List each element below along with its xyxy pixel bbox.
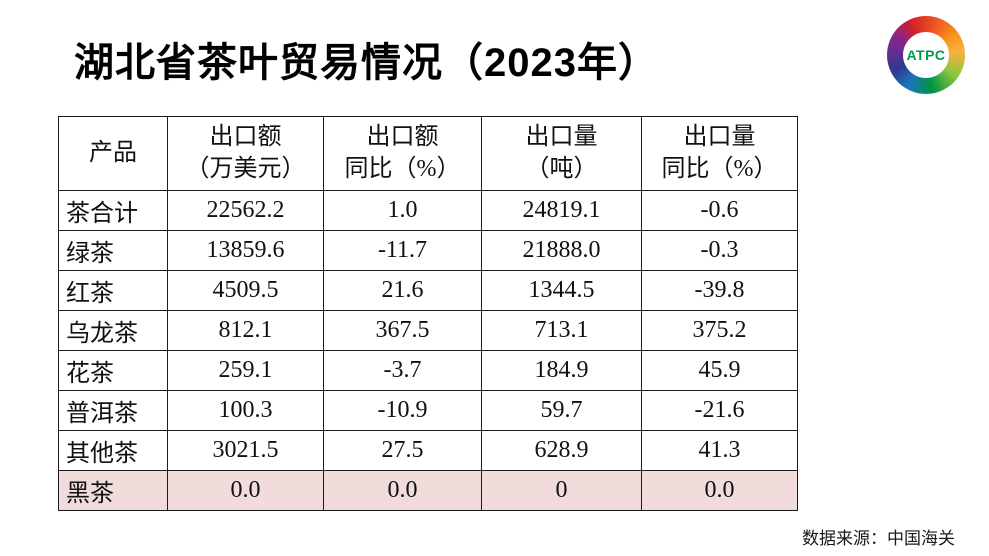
export-value-cell: 22562.2	[167, 190, 324, 231]
table-row: 普洱茶 100.3 -10.9 59.7 -21.6	[58, 390, 798, 431]
header-export-value-line2: （万美元）	[185, 155, 306, 182]
export-volume-yoy-cell: 45.9	[641, 350, 798, 391]
export-value-yoy-cell: 367.5	[323, 310, 482, 351]
table-row: 红茶 4509.5 21.6 1344.5 -39.8	[58, 270, 798, 311]
header-export-volume: 出口量 （吨）	[481, 116, 642, 191]
table-header-row: 产品 出口额 （万美元） 出口额 同比（%） 出口量 （吨） 出口量 同比	[58, 116, 798, 191]
header-product-line1: 产品	[89, 139, 137, 166]
header-export-volume-yoy: 出口量 同比（%）	[641, 116, 798, 191]
header-export-value-yoy: 出口额 同比（%）	[323, 116, 482, 191]
product-cell: 茶合计	[58, 190, 168, 231]
export-volume-yoy-cell: -0.3	[641, 230, 798, 271]
table-row: 绿茶 13859.6 -11.7 21888.0 -0.3	[58, 230, 798, 271]
export-value-cell: 3021.5	[167, 430, 324, 471]
export-value-cell: 100.3	[167, 390, 324, 431]
export-volume-cell: 628.9	[481, 430, 642, 471]
export-volume-cell: 21888.0	[481, 230, 642, 271]
product-cell: 乌龙茶	[58, 310, 168, 351]
header-export-value-line1: 出口额	[209, 124, 282, 151]
table-body: 茶合计 22562.2 1.0 24819.1 -0.6 绿茶 13859.6 -11.7 21…	[58, 190, 798, 511]
page-title: 湖北省茶叶贸易情况（2023年）	[74, 41, 659, 85]
export-value-cell: 4509.5	[167, 270, 324, 311]
export-value-cell: 812.1	[167, 310, 324, 351]
export-value-cell: 259.1	[167, 350, 324, 391]
product-cell: 花茶	[58, 350, 168, 391]
tea-trade-table: 产品 出口额 （万美元） 出口额 同比（%） 出口量 （吨） 出口量 同比	[58, 116, 798, 511]
table-row: 花茶 259.1 -3.7 184.9 45.9	[58, 350, 798, 391]
table-row: 乌龙茶 812.1 367.5 713.1 375.2	[58, 310, 798, 351]
product-cell: 绿茶	[58, 230, 168, 271]
header-export-value: 出口额 （万美元）	[167, 116, 324, 191]
export-volume-yoy-cell: 0.0	[641, 470, 798, 511]
export-volume-cell: 59.7	[481, 390, 642, 431]
header-export-volume-line2: （吨）	[525, 155, 598, 182]
export-volume-cell: 1344.5	[481, 270, 642, 311]
export-volume-yoy-cell: -39.8	[641, 270, 798, 311]
product-cell: 红茶	[58, 270, 168, 311]
atpc-logo-center: ATPC	[903, 32, 949, 78]
atpc-logo-text: ATPC	[906, 47, 946, 63]
export-volume-yoy-cell: -0.6	[641, 190, 798, 231]
table-row: 黑茶 0.0 0.0 0 0.0	[58, 470, 798, 511]
export-volume-cell: 713.1	[481, 310, 642, 351]
export-value-yoy-cell: -3.7	[323, 350, 482, 391]
export-volume-yoy-cell: 41.3	[641, 430, 798, 471]
export-value-yoy-cell: 0.0	[323, 470, 482, 511]
export-volume-yoy-cell: -21.6	[641, 390, 798, 431]
export-value-yoy-cell: -10.9	[323, 390, 482, 431]
export-value-yoy-cell: -11.7	[323, 230, 482, 271]
export-value-yoy-cell: 21.6	[323, 270, 482, 311]
header-export-value-yoy-line1: 出口额	[366, 124, 439, 151]
header-export-volume-yoy-line1: 出口量	[683, 124, 756, 151]
product-cell: 黑茶	[58, 470, 168, 511]
export-volume-cell: 24819.1	[481, 190, 642, 231]
export-value-cell: 0.0	[167, 470, 324, 511]
product-cell: 普洱茶	[58, 390, 168, 431]
table-row: 其他茶 3021.5 27.5 628.9 41.3	[58, 430, 798, 471]
export-volume-cell: 0	[481, 470, 642, 511]
table-row: 茶合计 22562.2 1.0 24819.1 -0.6	[58, 190, 798, 231]
header-product: 产品	[58, 116, 168, 191]
atpc-logo-icon: ATPC	[887, 16, 965, 94]
export-value-yoy-cell: 1.0	[323, 190, 482, 231]
header-export-volume-yoy-line2: 同比（%）	[661, 155, 778, 182]
export-volume-cell: 184.9	[481, 350, 642, 391]
product-cell: 其他茶	[58, 430, 168, 471]
header-export-volume-line1: 出口量	[525, 124, 598, 151]
header-export-value-yoy-line2: 同比（%）	[344, 155, 461, 182]
data-source-note: 数据来源：中国海关	[802, 529, 955, 548]
export-value-yoy-cell: 27.5	[323, 430, 482, 471]
export-volume-yoy-cell: 375.2	[641, 310, 798, 351]
export-value-cell: 13859.6	[167, 230, 324, 271]
